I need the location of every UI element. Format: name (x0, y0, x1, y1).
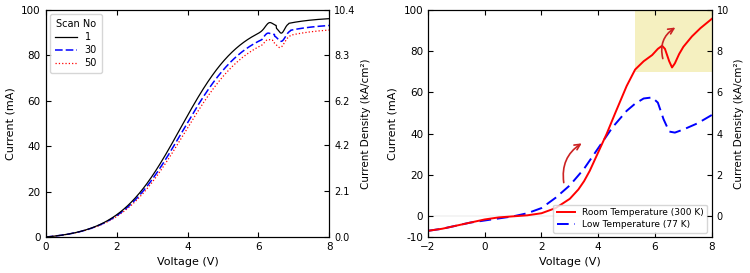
Legend: 1, 30, 50: 1, 30, 50 (50, 14, 102, 73)
Y-axis label: Current Density (kA/cm²): Current Density (kA/cm²) (362, 58, 371, 189)
Bar (635, 10, 712, 72)
X-axis label: Voltage (V): Voltage (V) (539, 257, 601, 268)
Y-axis label: Current (mA): Current (mA) (388, 87, 398, 160)
Y-axis label: Current (mA): Current (mA) (5, 87, 16, 160)
X-axis label: Voltage (V): Voltage (V) (157, 257, 218, 268)
Legend: Room Temperature (300 K), Low Temperature (77 K): Room Temperature (300 K), Low Temperatur… (553, 204, 707, 233)
Y-axis label: Current Density (kA/cm²): Current Density (kA/cm²) (734, 58, 745, 189)
